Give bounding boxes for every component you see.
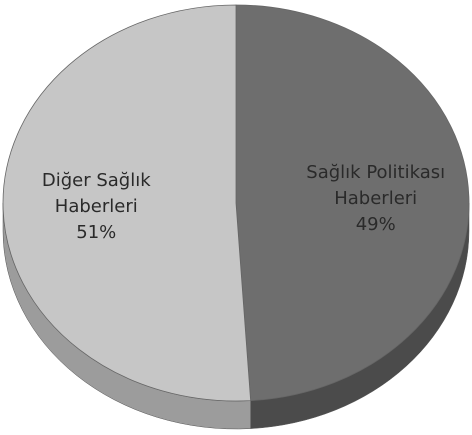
slice-label: Diğer Sağlık Haberleri 51%	[11, 168, 181, 246]
value-label: 51%	[76, 221, 117, 243]
category-label: Diğer Sağlık Haberleri	[41, 169, 151, 217]
pie-slice	[235, 4, 470, 402]
slice-label: Sağlık Politikası Haberleri 49%	[291, 160, 461, 238]
pie-slice	[2, 4, 252, 402]
category-label: Sağlık Politikası Haberleri	[306, 162, 446, 210]
value-label: 49%	[355, 214, 396, 236]
